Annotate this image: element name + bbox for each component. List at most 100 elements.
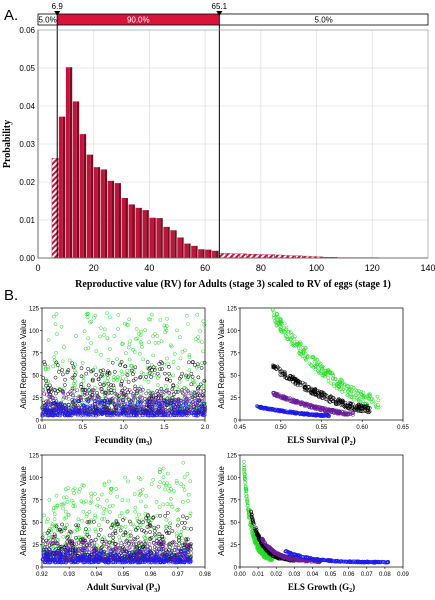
scatter-point xyxy=(120,549,124,554)
scatter-point xyxy=(320,405,325,410)
scatter-point xyxy=(73,373,77,377)
scatter-point xyxy=(175,523,180,528)
scatter-point xyxy=(136,559,140,564)
scatter-point xyxy=(136,519,141,523)
scatter-point xyxy=(326,379,331,383)
histogram-bar xyxy=(121,197,126,258)
scatter-point xyxy=(80,392,85,397)
scatter-point xyxy=(64,551,69,555)
histogram-bar-shade xyxy=(69,67,73,259)
scatter-point xyxy=(146,551,150,556)
scatter-point xyxy=(106,409,111,414)
scatter-point xyxy=(120,379,124,384)
scatter-point xyxy=(76,540,81,545)
scatter-point xyxy=(91,377,95,382)
histogram-bar-shade xyxy=(216,250,219,258)
y-tick-label: 50 xyxy=(32,374,39,380)
scatter-point xyxy=(319,390,323,394)
scatter-point xyxy=(44,392,49,397)
scatter-point xyxy=(115,558,120,563)
scatter-point xyxy=(143,511,148,516)
scatter-point xyxy=(114,519,119,523)
scatter-point xyxy=(343,400,348,405)
scatter-point xyxy=(66,397,71,401)
histogram-bar-shade xyxy=(111,180,115,258)
scatter-point xyxy=(151,398,156,402)
scatter-point xyxy=(93,492,97,496)
scatter-point xyxy=(348,410,353,414)
scatter-point xyxy=(126,345,131,350)
scatter-point xyxy=(87,519,92,524)
scatter-point xyxy=(278,372,283,377)
scatter-point xyxy=(163,483,168,488)
scatter-point xyxy=(244,489,248,494)
scatter-point xyxy=(61,534,66,539)
scatter-point xyxy=(94,372,99,377)
scatter-point xyxy=(79,499,84,504)
histogram-bar-shade xyxy=(146,210,149,258)
scatter-point xyxy=(301,412,306,417)
scatter-point xyxy=(77,546,82,551)
scatter-point xyxy=(287,329,291,334)
scatter-point xyxy=(80,402,85,407)
scatter-point xyxy=(156,532,161,536)
scatter-point xyxy=(85,530,90,535)
scatter-point xyxy=(175,384,179,389)
scatter-point xyxy=(167,371,172,376)
scatter-point xyxy=(53,322,58,327)
scatter-point xyxy=(151,353,156,358)
scatter-point xyxy=(295,383,300,388)
scatter-point xyxy=(73,559,77,564)
scatter-point xyxy=(375,394,380,399)
scatter-point xyxy=(147,389,151,394)
scatter-point xyxy=(133,505,138,510)
scatter-point xyxy=(138,400,143,405)
scatter-point xyxy=(326,367,330,372)
scatter-point xyxy=(79,413,84,418)
scatter-point xyxy=(149,553,154,558)
scatter-point xyxy=(115,395,120,400)
scatter-point xyxy=(242,469,247,474)
scatter-point xyxy=(117,514,122,519)
scatter-point xyxy=(243,484,248,489)
scatter-point xyxy=(128,545,133,549)
scatter-point xyxy=(322,407,327,412)
scatter-point xyxy=(157,413,162,418)
y-tick-label: 125 xyxy=(29,307,40,313)
scatter-point xyxy=(57,527,62,532)
scatter-point xyxy=(283,373,287,378)
scatter-point xyxy=(61,526,66,530)
scatter-point xyxy=(46,402,51,407)
scatter-point xyxy=(143,396,147,401)
scatter-point xyxy=(56,528,60,532)
scatter-point xyxy=(76,523,81,528)
scatter-point xyxy=(124,395,128,400)
scatter-point xyxy=(48,550,52,555)
scatter-point xyxy=(111,375,116,379)
scatter-point xyxy=(164,413,168,418)
scatter-point xyxy=(143,400,148,405)
interval-right-pct: 5.0% xyxy=(315,16,333,25)
scatter-point xyxy=(177,405,182,410)
scatter-point xyxy=(144,559,149,564)
scatter-point xyxy=(291,343,296,348)
scatter-point xyxy=(346,392,351,397)
scatter-point xyxy=(103,392,107,397)
scatter-point xyxy=(153,533,158,538)
x-tick-label: 0.5 xyxy=(79,425,88,431)
scatter-point xyxy=(90,392,95,397)
scatter-point xyxy=(128,522,133,526)
scatter-point xyxy=(54,312,59,316)
scatter-point xyxy=(138,523,143,528)
scatter-point xyxy=(189,391,193,396)
scatter-point xyxy=(98,504,102,509)
scatter-point xyxy=(141,357,145,362)
scatter-point xyxy=(245,494,250,499)
scatter-point xyxy=(56,549,61,553)
scatter-point xyxy=(178,559,183,563)
histogram-bar-tail xyxy=(260,254,268,259)
scatter-point xyxy=(57,404,62,409)
scatter-point xyxy=(74,560,78,564)
scatter-point xyxy=(170,552,174,557)
scatter-point xyxy=(82,411,87,416)
